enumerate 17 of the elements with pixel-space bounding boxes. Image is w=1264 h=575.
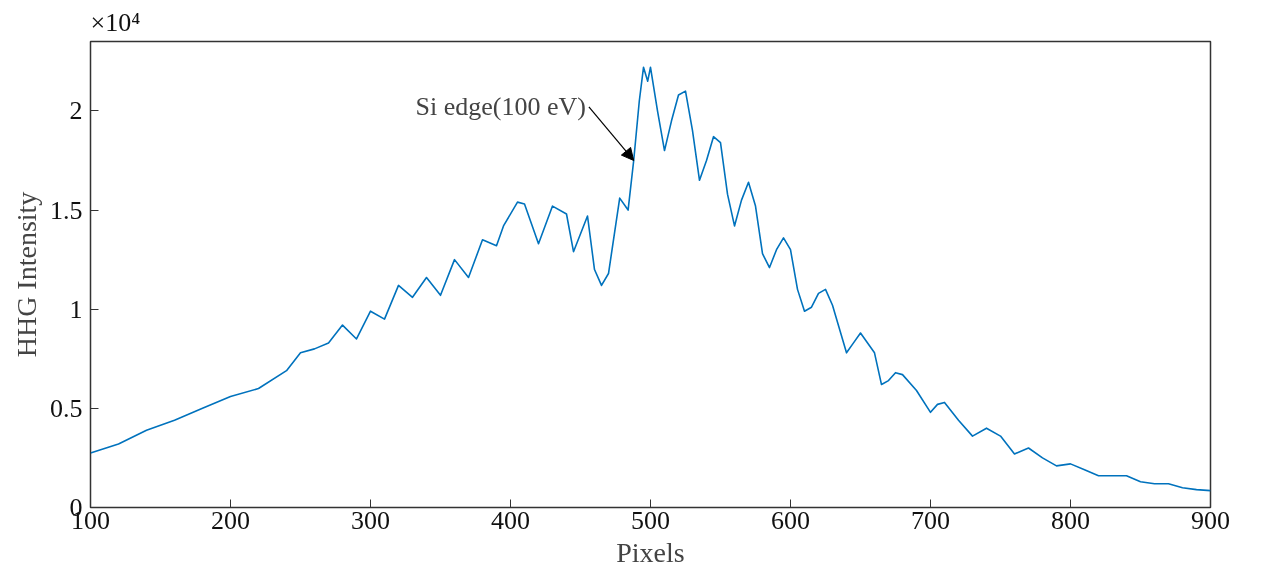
- x-tick-label: 900: [1191, 505, 1230, 535]
- text: ×10⁴: [90, 7, 141, 37]
- x-tick-label: 200: [211, 505, 250, 535]
- x-tick-label: 800: [1051, 505, 1090, 535]
- y-tick-label: 1: [69, 294, 83, 324]
- y-tick-label: 1.5: [50, 195, 83, 225]
- x-tick-label: 500: [631, 505, 670, 535]
- y-tick-label: 0.5: [50, 393, 83, 423]
- x-tick-label: 600: [771, 505, 810, 535]
- y-tick-label: 2: [69, 96, 83, 126]
- annotation: Si edge(100 eV): [415, 92, 586, 122]
- x-axis-title: Pixels: [616, 536, 685, 568]
- y-axis-title: HHG Intensity: [11, 191, 42, 358]
- line-series: [90, 66, 1211, 492]
- x-tick-label: 700: [911, 505, 950, 535]
- x-tick-label: 400: [491, 505, 530, 535]
- x-tick-label: 300: [351, 505, 390, 535]
